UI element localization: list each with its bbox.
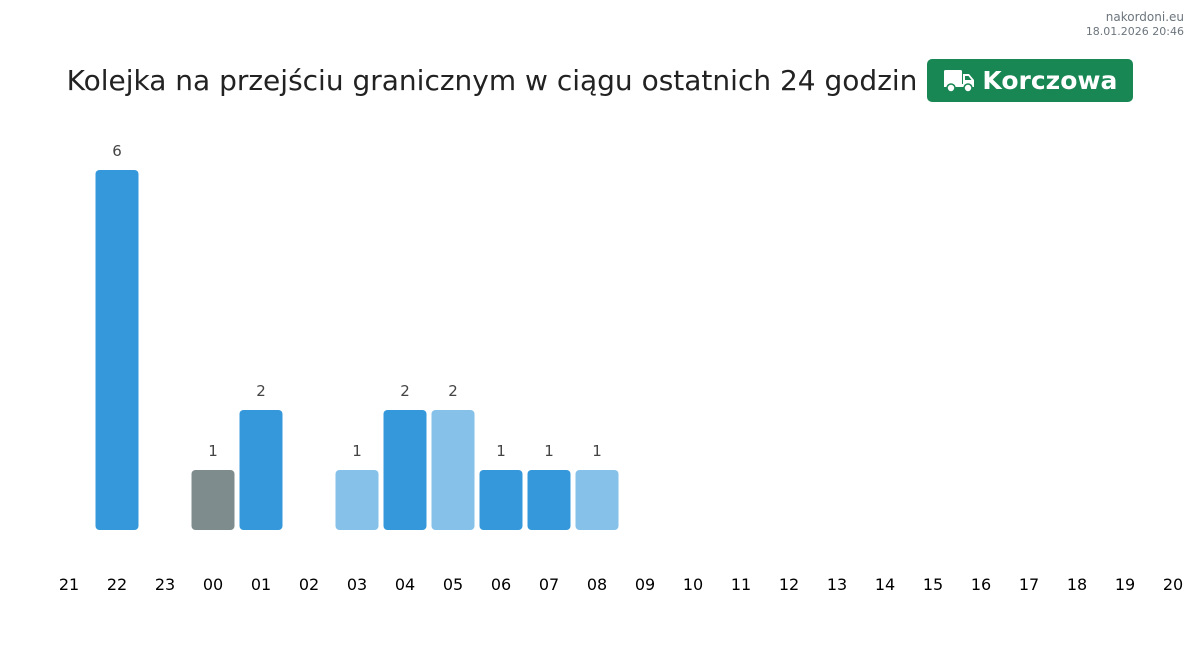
border-crossing-name: Korczowa [982,66,1118,95]
x-tick-label: 21 [59,575,79,594]
x-tick-label: 01 [251,575,271,594]
bar-value-label: 1 [352,442,362,460]
x-tick-label: 12 [779,575,799,594]
x-tick-label: 17 [1019,575,1039,594]
x-tick-label: 18 [1067,575,1087,594]
truck-icon [943,68,975,94]
x-tick-label: 05 [443,575,463,594]
border-crossing-badge: Korczowa [927,59,1134,102]
x-tick-label: 20 [1163,575,1183,594]
bar [383,410,427,530]
title-row: Kolejka na przejściu granicznym w ciągu … [0,59,1200,102]
x-tick-label: 11 [731,575,751,594]
bar [527,470,571,530]
bar [479,470,523,530]
x-tick-label: 23 [155,575,175,594]
chart-title: Kolejka na przejściu granicznym w ciągu … [66,64,918,97]
x-tick-label: 22 [107,575,127,594]
source-info: nakordoni.eu 18.01.2026 20:46 [1086,10,1184,40]
bar-value-label: 2 [256,382,266,400]
x-tick-label: 07 [539,575,559,594]
bar-value-label: 1 [208,442,218,460]
x-tick-label: 02 [299,575,319,594]
x-tick-label: 10 [683,575,703,594]
bar-value-label: 1 [592,442,602,460]
x-tick-label: 04 [395,575,415,594]
bar [575,470,619,530]
source-timestamp: 18.01.2026 20:46 [1085,25,1184,38]
bar [239,410,283,530]
x-tick-label: 14 [875,575,895,594]
bar-value-label: 1 [544,442,554,460]
x-tick-label: 03 [347,575,367,594]
x-tick-label: 06 [491,575,511,594]
x-tick-label: 09 [635,575,655,594]
x-tick-label: 19 [1115,575,1135,594]
source-site: nakordoni.eu [1105,10,1184,24]
x-tick-label: 08 [587,575,607,594]
x-tick-label: 00 [203,575,223,594]
bar [95,170,139,530]
x-tick-label: 15 [923,575,943,594]
bar-value-label: 1 [496,442,506,460]
x-tick-label: 13 [827,575,847,594]
bar-value-label: 6 [112,142,122,160]
bar [431,410,475,530]
bar [191,470,235,530]
x-tick-label: 16 [971,575,991,594]
bar-value-label: 2 [400,382,410,400]
bar [335,470,379,530]
bar-value-label: 2 [448,382,458,400]
